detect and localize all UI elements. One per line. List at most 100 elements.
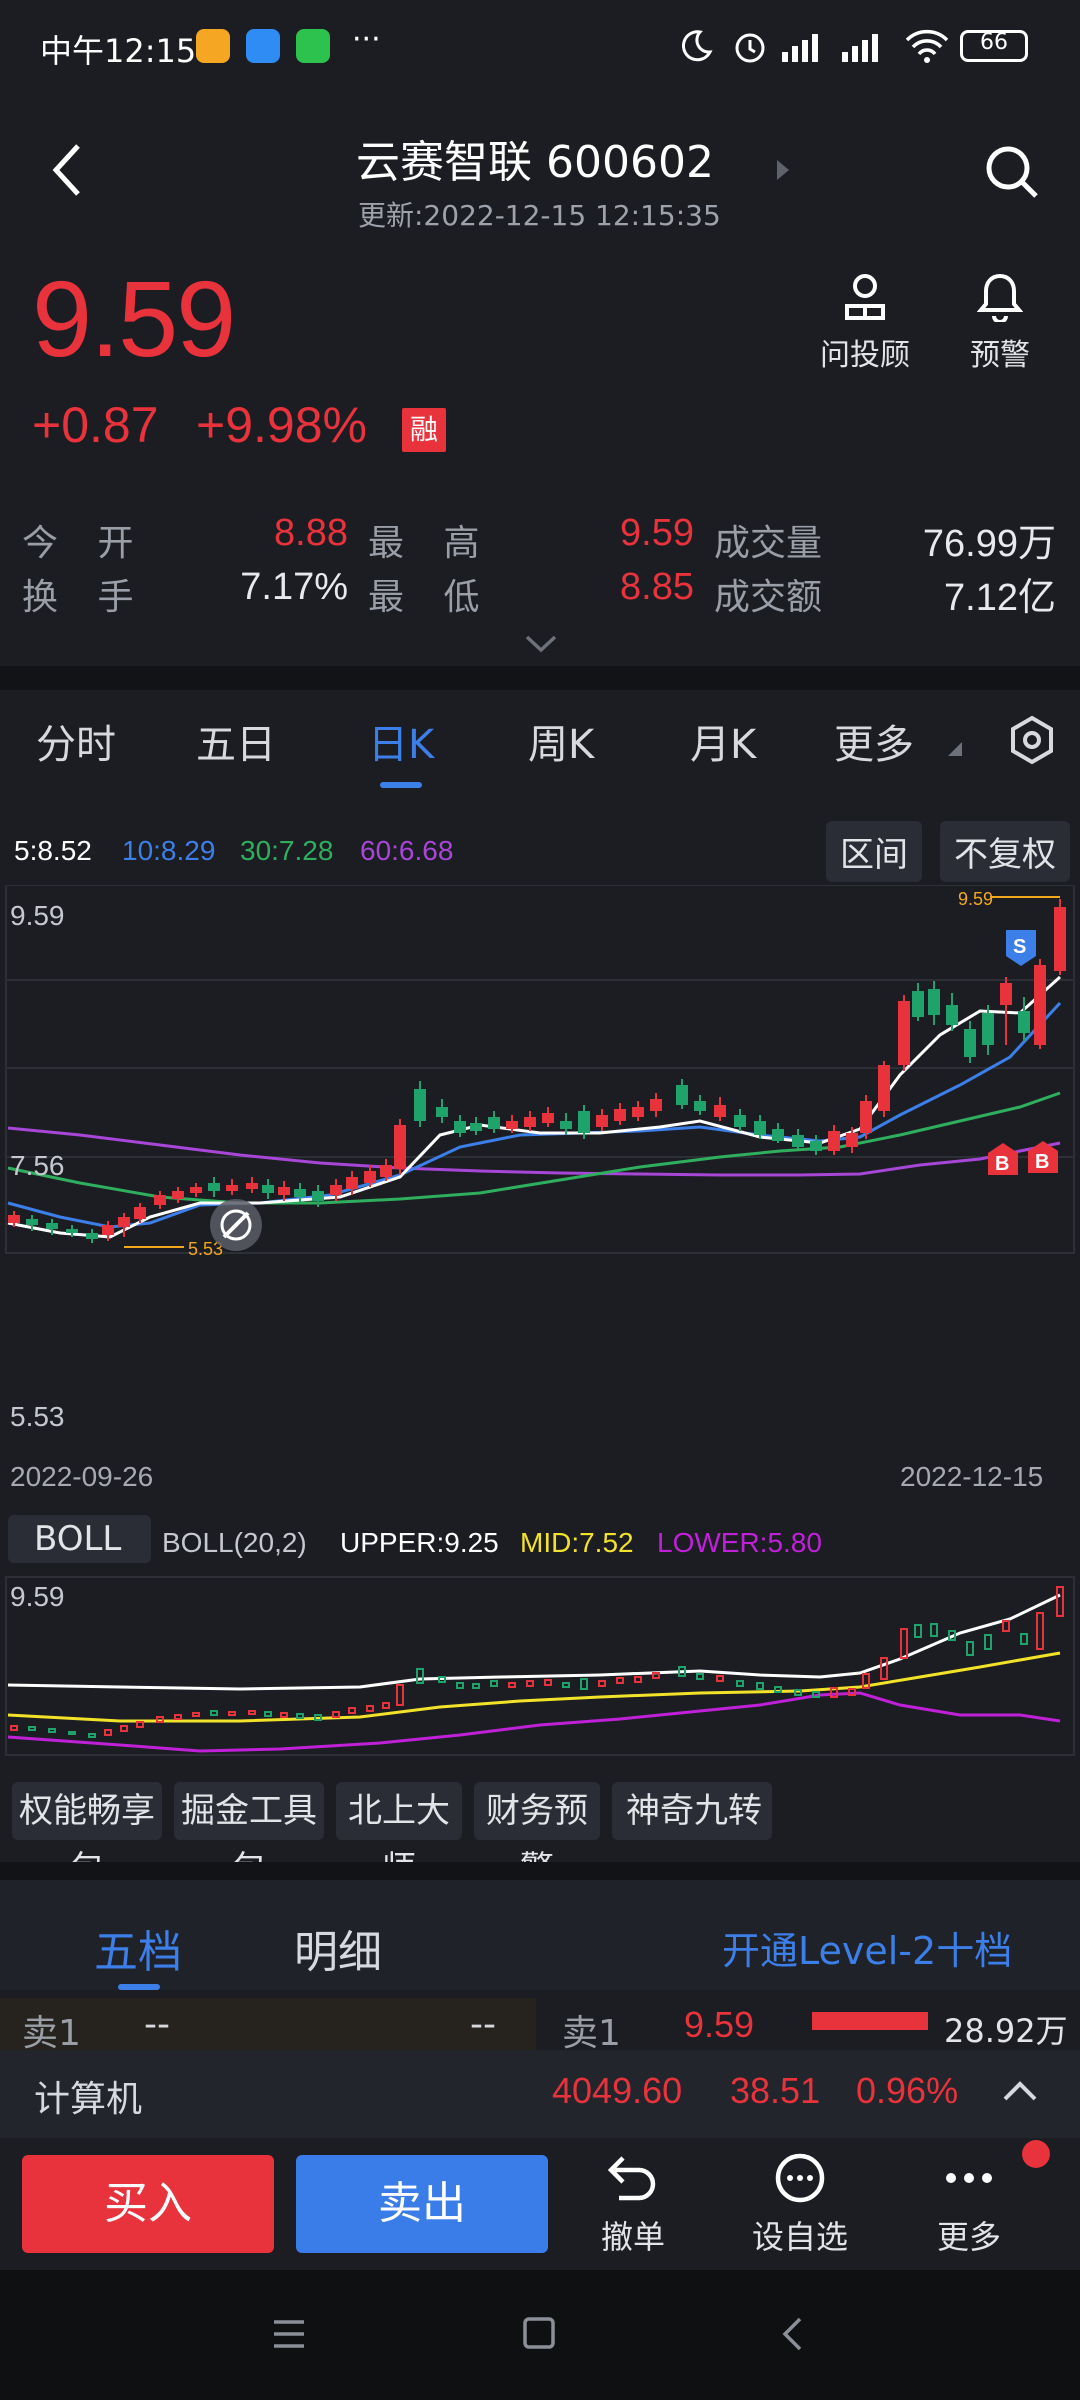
max-price-marker: 9.59: [958, 889, 1060, 909]
tab-intraday[interactable]: 分时: [36, 722, 116, 768]
chart-settings-icon[interactable]: [1006, 714, 1058, 766]
boll-candle: [580, 1678, 588, 1690]
candle: [394, 1125, 406, 1169]
add-watchlist-label: 设自选: [751, 2218, 848, 2256]
boll-lower: LOWER:5.80: [657, 1527, 822, 1558]
candle: [676, 1085, 688, 1105]
boll-candle: [736, 1680, 744, 1687]
home-icon[interactable]: [522, 2316, 556, 2350]
more-actions-button[interactable]: 更多: [904, 2152, 1034, 2258]
boll-candle: [88, 1733, 96, 1738]
stat-volume-label: 成交量: [714, 523, 823, 564]
candle: [312, 1191, 324, 1201]
tool-finance-alert[interactable]: 财务预警: [474, 1782, 600, 1889]
boll-candle: [314, 1714, 322, 1721]
tool-rights-package[interactable]: 权能畅享包: [12, 1782, 162, 1889]
boll-candle: [10, 1725, 18, 1731]
candle: [102, 1225, 114, 1235]
candle: [928, 989, 940, 1015]
stock-header: 云赛智联 600602 更新:2022-12-15 12:15:35: [0, 96, 1080, 236]
back-nav-icon[interactable]: [780, 2316, 804, 2352]
boll-chart[interactable]: [0, 1575, 1080, 1775]
indicator-selector[interactable]: BOLL: [8, 1515, 152, 1563]
ask1-price-left: --: [144, 2004, 170, 2045]
boll-candle: [862, 1673, 870, 1689]
boll-candle: [136, 1721, 144, 1728]
tool-digging-package[interactable]: 掘金工具包: [174, 1782, 324, 1889]
cancel-order-button[interactable]: 撤单: [568, 2152, 698, 2258]
ask1-volume-bar: [812, 2012, 928, 2030]
sector-name: 计算机: [34, 2079, 143, 2120]
divider: [0, 1862, 1080, 1880]
date-start: 2022-09-26: [10, 1461, 154, 1492]
orderbook-tabs: 五档 明细 开通Level-2十档: [0, 1880, 1080, 1990]
boll-upper-line: [7, 1593, 1061, 1691]
candle: [560, 1121, 572, 1129]
sector-index-bar[interactable]: 计算机 4049.60 38.51 0.96%: [0, 2050, 1080, 2138]
sell-button[interactable]: 卖出: [296, 2155, 548, 2253]
ask1-vol-right: 28.92万: [944, 2012, 1068, 2050]
boll-candle: [68, 1731, 76, 1735]
candle: [1000, 983, 1012, 1005]
candle: [596, 1115, 608, 1127]
tab-five-day[interactable]: 五日: [196, 722, 276, 768]
buy-signal-marker-2[interactable]: B: [1028, 1141, 1058, 1173]
candle: [982, 1013, 994, 1045]
candle: [134, 1207, 146, 1219]
boll-candle: [248, 1710, 256, 1715]
advisor-button[interactable]: 问投顾: [815, 272, 915, 374]
stock-title[interactable]: 云赛智联 600602: [356, 137, 714, 188]
back-icon[interactable]: [48, 142, 88, 198]
boll-candle: [192, 1712, 200, 1717]
boll-candle: [438, 1676, 446, 1683]
boll-candle: [348, 1707, 356, 1714]
tab-five-levels[interactable]: 五档: [94, 1927, 182, 1978]
boll-candle: [48, 1728, 56, 1733]
wechat-icon: [296, 29, 330, 63]
tab-monthly-k[interactable]: 月K: [690, 722, 757, 768]
candle: [414, 1089, 426, 1121]
candle: [772, 1129, 784, 1141]
candlestick-chart[interactable]: 9.59 5.53 S B B: [0, 885, 1080, 1275]
ma5-value: 5:8.52: [14, 835, 92, 866]
undo-icon: [607, 2156, 656, 2201]
buy-signal-marker-1[interactable]: B: [988, 1143, 1018, 1175]
candle: [172, 1191, 184, 1199]
boll-candle: [28, 1726, 36, 1731]
candle: [46, 1223, 58, 1229]
expand-up-icon[interactable]: [1002, 2080, 1038, 2102]
candle: [26, 1219, 38, 1225]
add-watchlist-button[interactable]: 设自选: [735, 2152, 865, 2258]
boll-candle: [984, 1634, 992, 1650]
candle: [1018, 1011, 1030, 1033]
boll-candle: [948, 1630, 956, 1641]
alert-label: 预警: [970, 338, 1030, 373]
expand-chevron-icon[interactable]: [524, 634, 558, 654]
crosshair-toggle-icon[interactable]: [210, 1199, 262, 1251]
search-icon[interactable]: [984, 144, 1040, 200]
tab-weekly-k[interactable]: 周K: [528, 722, 595, 768]
adjust-button[interactable]: 不复权: [940, 821, 1070, 882]
cancel-order-label: 撤单: [600, 2218, 665, 2256]
boll-candle: [544, 1679, 552, 1686]
candle: [964, 1029, 976, 1057]
alert-button[interactable]: 预警: [950, 272, 1050, 374]
menu-icon[interactable]: [272, 2318, 306, 2350]
candle: [118, 1217, 130, 1227]
next-stock-icon[interactable]: [775, 158, 791, 182]
sell-signal-marker[interactable]: S: [1006, 930, 1036, 966]
buy-button[interactable]: 买入: [22, 2155, 274, 2253]
tab-detail[interactable]: 明细: [294, 1927, 382, 1978]
boll-candle: [756, 1682, 764, 1690]
tool-magic-nine[interactable]: 神奇九转: [612, 1782, 772, 1840]
boll-candle: [456, 1682, 464, 1689]
range-button[interactable]: 区间: [826, 821, 922, 882]
level2-upgrade-link[interactable]: 开通Level-2十档: [722, 1929, 1013, 1973]
tool-northbound-master[interactable]: 北上大师: [336, 1782, 462, 1889]
candle: [364, 1171, 376, 1183]
tab-daily-k[interactable]: 日K: [368, 722, 435, 768]
tab-more[interactable]: 更多: [834, 722, 914, 768]
boll-candle: [296, 1713, 304, 1719]
candle: [66, 1229, 78, 1233]
boll-candle: [966, 1641, 974, 1656]
